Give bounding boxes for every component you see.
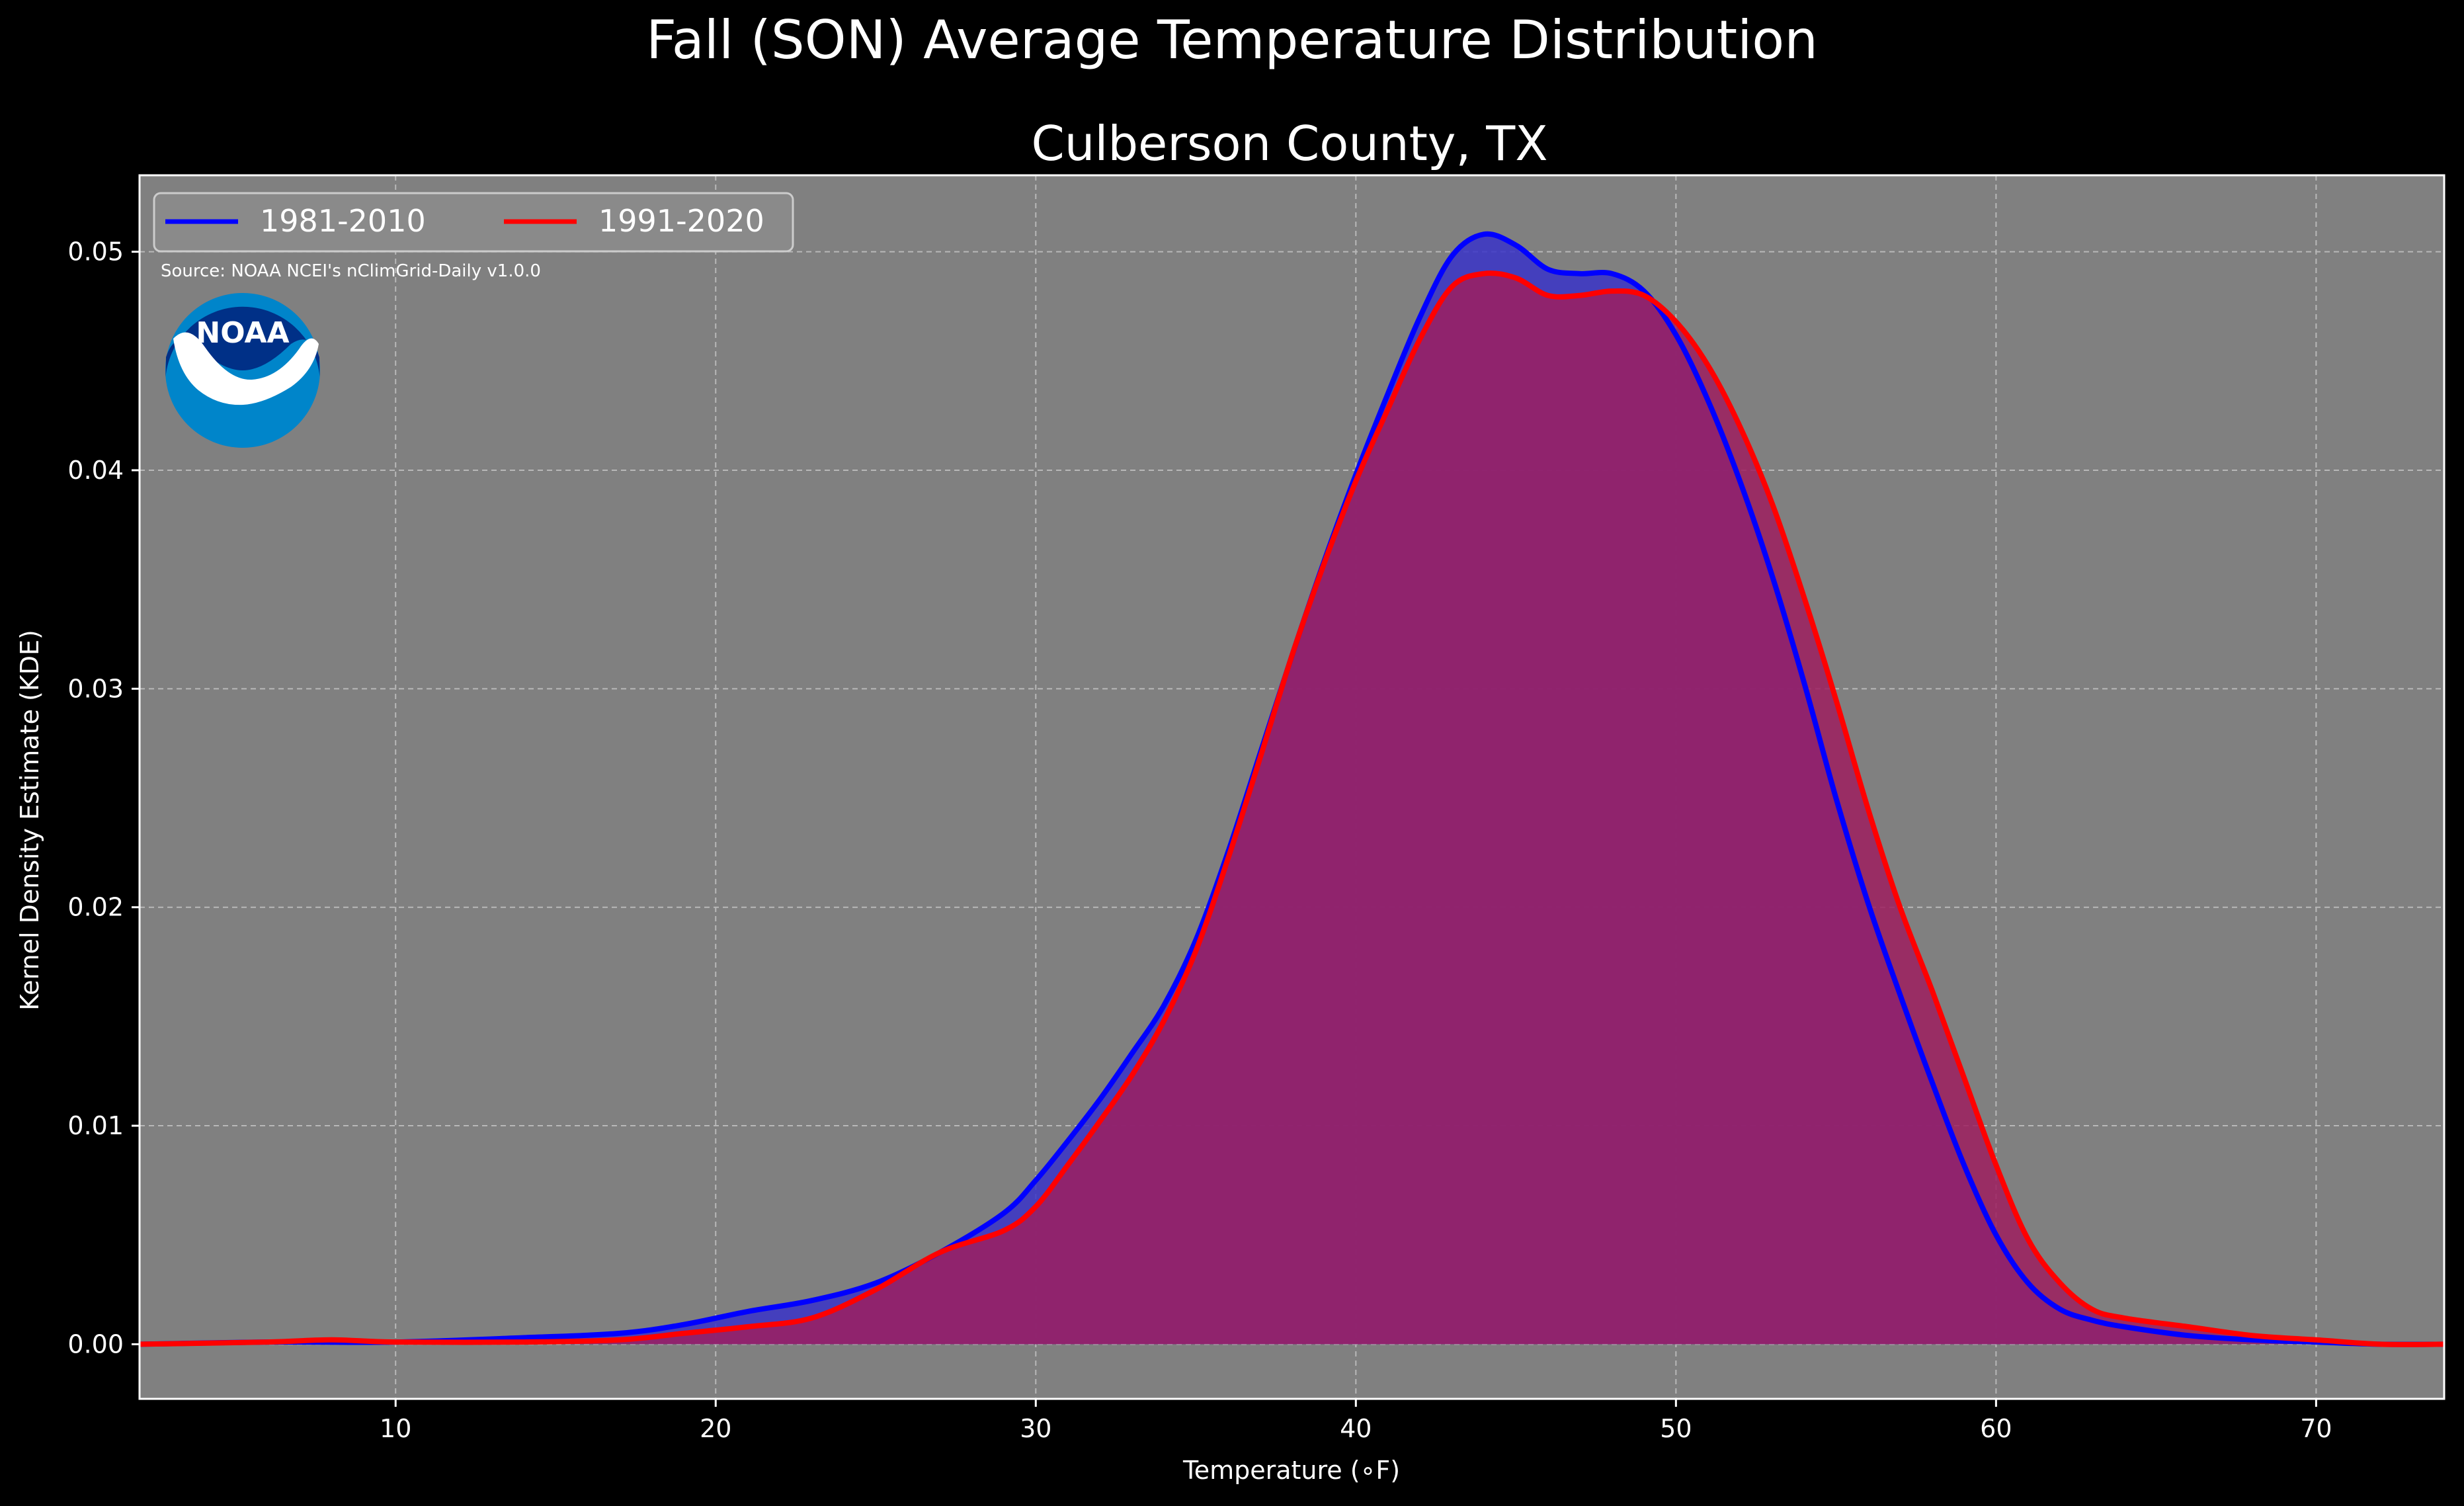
y-tick-label: 0.01 xyxy=(67,1111,124,1140)
legend-box xyxy=(153,192,794,253)
y-tick-label: 0.04 xyxy=(67,456,124,485)
x-tick-label: 20 xyxy=(700,1414,731,1443)
x-tick-label: 10 xyxy=(380,1414,411,1443)
x-axis-label: Temperature (∘F) xyxy=(1182,1456,1400,1485)
chart-title: Culberson County, TX xyxy=(1031,116,1547,171)
noaa-logo-text: NOAA xyxy=(196,316,289,350)
x-tick-label: 50 xyxy=(1660,1414,1692,1443)
legend-label-1991-2020: 1991-2020 xyxy=(598,203,764,239)
y-axis-label: Kernel Density Estimate (KDE) xyxy=(15,630,44,1011)
y-tick-label: 0.02 xyxy=(67,893,124,922)
area-fill-1991-2020 xyxy=(140,273,2444,1345)
y-tick-label: 0.03 xyxy=(67,674,124,703)
series-layer xyxy=(139,231,2445,1347)
series-line-1981-2010 xyxy=(139,231,2445,1347)
source-note: Source: NOAA NCEI's nClimGrid-Daily v1.0… xyxy=(161,261,541,281)
x-tick-label: 30 xyxy=(1020,1414,1051,1443)
x-tick-label: 40 xyxy=(1340,1414,1372,1443)
x-tick-label: 60 xyxy=(1980,1414,2012,1443)
noaa-logo-icon: NOAA xyxy=(165,293,320,448)
y-tick-label: 0.00 xyxy=(67,1329,124,1359)
series-line-1991-2020 xyxy=(139,271,2445,1347)
x-tick-label: 70 xyxy=(2300,1414,2332,1443)
axes: 10 20 30 40 50 60 70 0.00 0.01 0.02 0.03 0.04 0.05 xyxy=(67,237,2332,1443)
plot-frame xyxy=(138,174,2445,1400)
legend: 1981-2010 1991-2020 xyxy=(153,192,794,253)
legend-label-1981-2010: 1981-2010 xyxy=(260,203,426,239)
y-tick-label: 0.05 xyxy=(67,237,124,267)
chart-suptitle: Fall (SON) Average Temperature Distribut… xyxy=(646,9,1818,71)
